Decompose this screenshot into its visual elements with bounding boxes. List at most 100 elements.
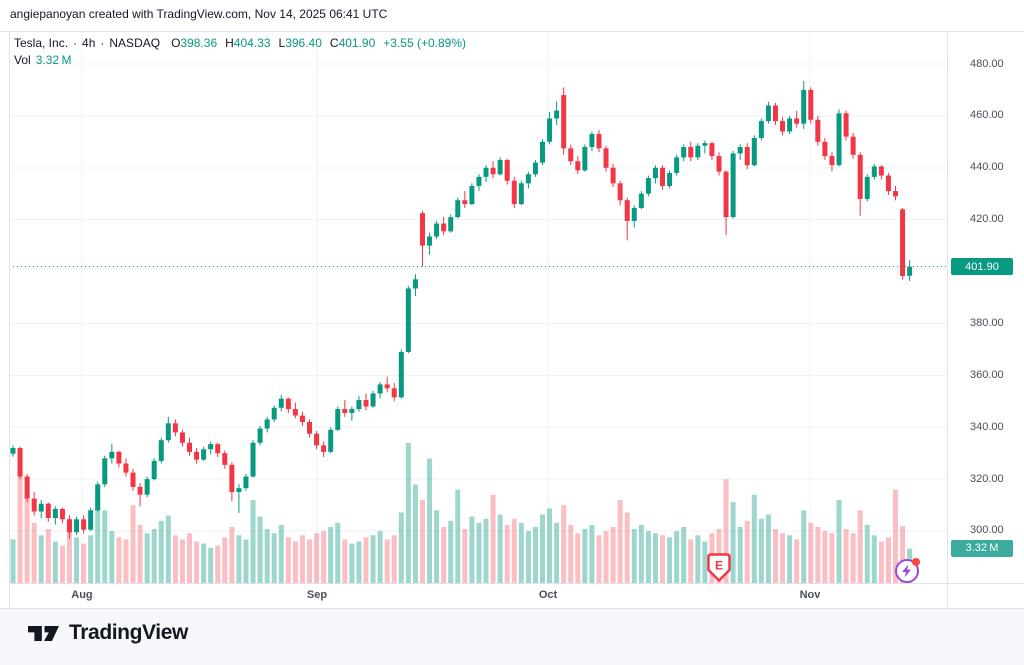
candle-body: [222, 453, 228, 465]
volume-bar: [681, 527, 687, 583]
candle-body: [321, 445, 327, 452]
candle-body: [582, 147, 588, 171]
volume-bar: [575, 533, 581, 583]
candle-body: [568, 148, 574, 162]
candle-body: [829, 156, 835, 166]
volume-bar: [878, 541, 884, 583]
alert-marker[interactable]: [894, 558, 920, 583]
candle-body: [864, 176, 870, 199]
candle-body: [17, 447, 23, 477]
volume-bar: [250, 500, 256, 583]
candle-body: [730, 153, 736, 218]
candle-body: [688, 147, 694, 158]
candle-body: [271, 407, 277, 420]
volume-bar: [815, 527, 821, 583]
candle-body: [194, 451, 200, 460]
volume-bar: [744, 520, 750, 583]
candle-body: [702, 143, 708, 146]
candle-body: [102, 458, 108, 485]
price-axis-label: 420.00: [970, 213, 1004, 226]
candle-body: [66, 519, 72, 533]
volume-bar: [702, 541, 708, 583]
symbol-legend[interactable]: Tesla, Inc. · 4h · NASDAQ O398.36 H404.3…: [14, 36, 466, 67]
candle-body: [59, 508, 65, 520]
volume-bar: [610, 527, 616, 583]
price-axis-label: 320.00: [970, 472, 1004, 485]
panel-border-left: [9, 31, 10, 608]
price-axis-label: 440.00: [970, 161, 1004, 174]
candle-body: [278, 398, 284, 408]
volume-bar: [772, 529, 778, 583]
volume-bar: [257, 516, 263, 583]
candle-body: [476, 176, 482, 186]
volume-label: Vol: [14, 53, 31, 67]
volume-bar: [215, 545, 221, 583]
candle-body: [765, 105, 771, 122]
volume-bar: [836, 500, 842, 583]
volume-bar: [511, 518, 517, 583]
candle-body: [314, 433, 320, 446]
candle-body: [264, 419, 270, 429]
candle-body: [448, 217, 454, 232]
volume-bar: [391, 535, 397, 583]
candle-body: [81, 519, 87, 530]
volume-bar: [398, 512, 404, 583]
legend-line-2: Vol 3.32 M: [14, 53, 466, 67]
candle-body: [737, 147, 743, 154]
volume-bar: [285, 537, 291, 583]
time-axis-label: Oct: [538, 589, 558, 601]
volume-bar: [405, 443, 411, 583]
candle-body: [631, 207, 637, 221]
candle-body: [794, 118, 800, 124]
candle-body: [130, 472, 136, 487]
volume-bar: [24, 494, 30, 583]
candle-body: [462, 200, 468, 205]
candle-body: [787, 118, 793, 132]
lightning-icon: [902, 564, 912, 578]
candle-body: [384, 384, 390, 389]
volume-badge: 3.32 M: [951, 539, 1013, 557]
volume-bar: [476, 522, 482, 583]
candle-body: [801, 89, 807, 124]
candle-body: [504, 159, 510, 181]
volume-bar: [448, 520, 454, 583]
candle-body: [10, 447, 16, 454]
panel-border-top: [0, 31, 1024, 32]
candle-body: [328, 429, 334, 452]
last-price-badge: 401.90: [951, 258, 1013, 276]
candle-body: [45, 503, 51, 519]
volume-bar: [871, 535, 877, 583]
candle-body: [469, 185, 475, 205]
high-value: H404.33: [225, 36, 271, 50]
earnings-marker[interactable]: E: [707, 553, 731, 583]
candle-body: [716, 156, 722, 172]
candle-body: [780, 121, 786, 132]
legend-separator: ·: [73, 36, 78, 50]
panel-border-bottom: [0, 608, 1024, 609]
candle-body: [589, 134, 595, 148]
candle-body: [74, 519, 80, 533]
volume-bar: [38, 535, 44, 583]
candle-body: [412, 279, 418, 289]
volume-bar: [483, 518, 489, 583]
candle-body: [52, 508, 58, 519]
volume-bar: [751, 494, 757, 583]
volume-bar: [59, 545, 65, 583]
candle-body: [427, 236, 433, 246]
legend-ohlc: O398.36 H404.33 L396.40 C401.90 +3.55 (+…: [171, 36, 466, 50]
candle-body: [441, 223, 447, 232]
volume-bar: [236, 535, 242, 583]
tradingview-mark-icon: [28, 625, 59, 641]
volume-bar: [278, 524, 284, 583]
volume-value: 3.32 M: [35, 53, 72, 67]
volume-bar: [243, 539, 249, 583]
volume-bar: [462, 529, 468, 583]
volume-bar: [144, 533, 150, 583]
tradingview-logo[interactable]: TradingView: [28, 621, 188, 645]
volume-bar: [631, 529, 637, 583]
volume-bar: [780, 533, 786, 583]
earnings-shield-icon: E: [707, 553, 731, 583]
legend-symbol: Tesla, Inc.: [14, 36, 69, 50]
candle-body: [575, 161, 581, 171]
